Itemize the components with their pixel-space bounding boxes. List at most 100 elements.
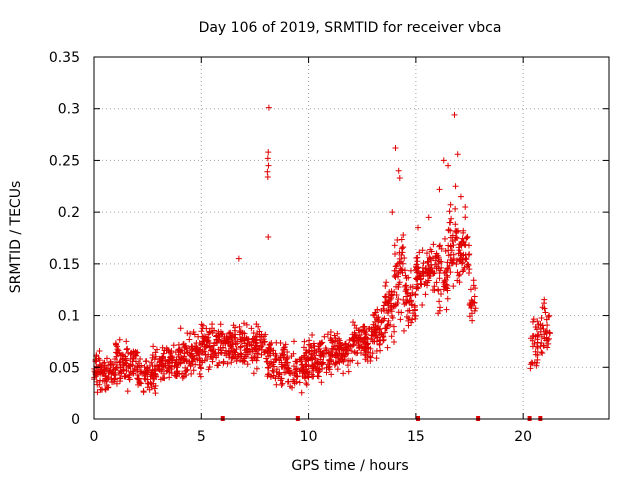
data-point [196,371,203,378]
data-point [314,360,321,367]
data-point [199,359,206,366]
data-point [323,346,330,353]
data-point [201,338,208,345]
data-point [204,335,211,342]
data-point [302,358,309,365]
data-point [443,306,450,313]
data-point [470,277,477,284]
data-point [220,358,227,365]
data-point [448,215,455,222]
data-point [391,242,398,249]
axis-ticks: 0 5 10 15 20 0 0.05 0.1 0.15 0.2 0.25 0.3 0.35 [49,50,609,445]
data-point [344,362,351,369]
data-point [236,329,243,336]
data-point [103,355,110,362]
data-point [205,331,212,338]
data-point [415,224,422,231]
data-point [164,358,171,365]
data-point [173,373,180,380]
y-tick-label: 0.1 [58,309,80,325]
data-point [366,353,373,360]
data-point [103,365,110,372]
y-tick-label: 0.15 [49,257,80,273]
data-point [398,266,405,273]
data-point [456,271,463,278]
data-point [117,364,124,371]
data-point [292,366,299,373]
data-point [429,286,436,293]
data-point [448,247,455,254]
data-point [350,319,357,326]
data-point [395,167,402,174]
data-point [244,361,251,368]
data-point [415,264,422,271]
data-point [265,233,272,240]
data-point [401,255,408,262]
data-point [130,353,137,360]
data-point [404,307,411,314]
data-point [382,293,389,300]
data-point [408,297,415,304]
data-point [323,364,330,371]
data-point [255,323,262,330]
data-point [436,186,443,193]
data-point [411,306,418,313]
data-point [455,272,462,279]
data-point [305,363,312,370]
data-point [354,360,361,367]
data-point [458,252,465,259]
data-point [460,238,467,245]
data-point [353,335,360,342]
data-point [103,382,110,389]
data-point [125,349,132,356]
data-point [358,350,365,357]
data-point [250,330,257,337]
data-point [296,379,303,386]
data-point [400,244,407,251]
data-point [400,231,407,238]
data-point [338,352,345,359]
data-point [137,368,144,375]
data-point [529,318,536,325]
data-point [113,380,120,387]
data-point [252,334,259,341]
data-point [105,374,112,381]
data-point [309,362,316,369]
data-point [210,342,217,349]
data-point [177,325,184,332]
data-point [445,162,452,169]
data-point [184,366,191,373]
data-point [460,267,467,274]
data-point [397,265,404,272]
grid-lines [94,57,609,419]
data-point [345,368,352,375]
data-point [394,300,401,307]
data-point [339,353,346,360]
data-point [385,300,392,307]
data-point [391,328,398,335]
data-point [529,343,536,350]
data-point [186,347,193,354]
data-point [123,338,130,345]
data-point [215,336,222,343]
data-point [293,365,300,372]
data-point [281,346,288,353]
data-point [126,371,133,378]
data-point [388,333,395,340]
data-point [466,313,473,320]
data-point [254,350,261,357]
data-point [334,366,341,373]
data-point [428,265,435,272]
data-point [432,261,439,268]
data-point [293,373,300,380]
data-point [179,355,186,362]
data-point [202,344,209,351]
data-point [374,326,381,333]
data-point [415,285,422,292]
data-point [394,236,401,243]
data-point [452,236,459,243]
data-point [264,364,271,371]
data-point [96,381,103,388]
data-point [365,349,372,356]
data-point [279,363,286,370]
